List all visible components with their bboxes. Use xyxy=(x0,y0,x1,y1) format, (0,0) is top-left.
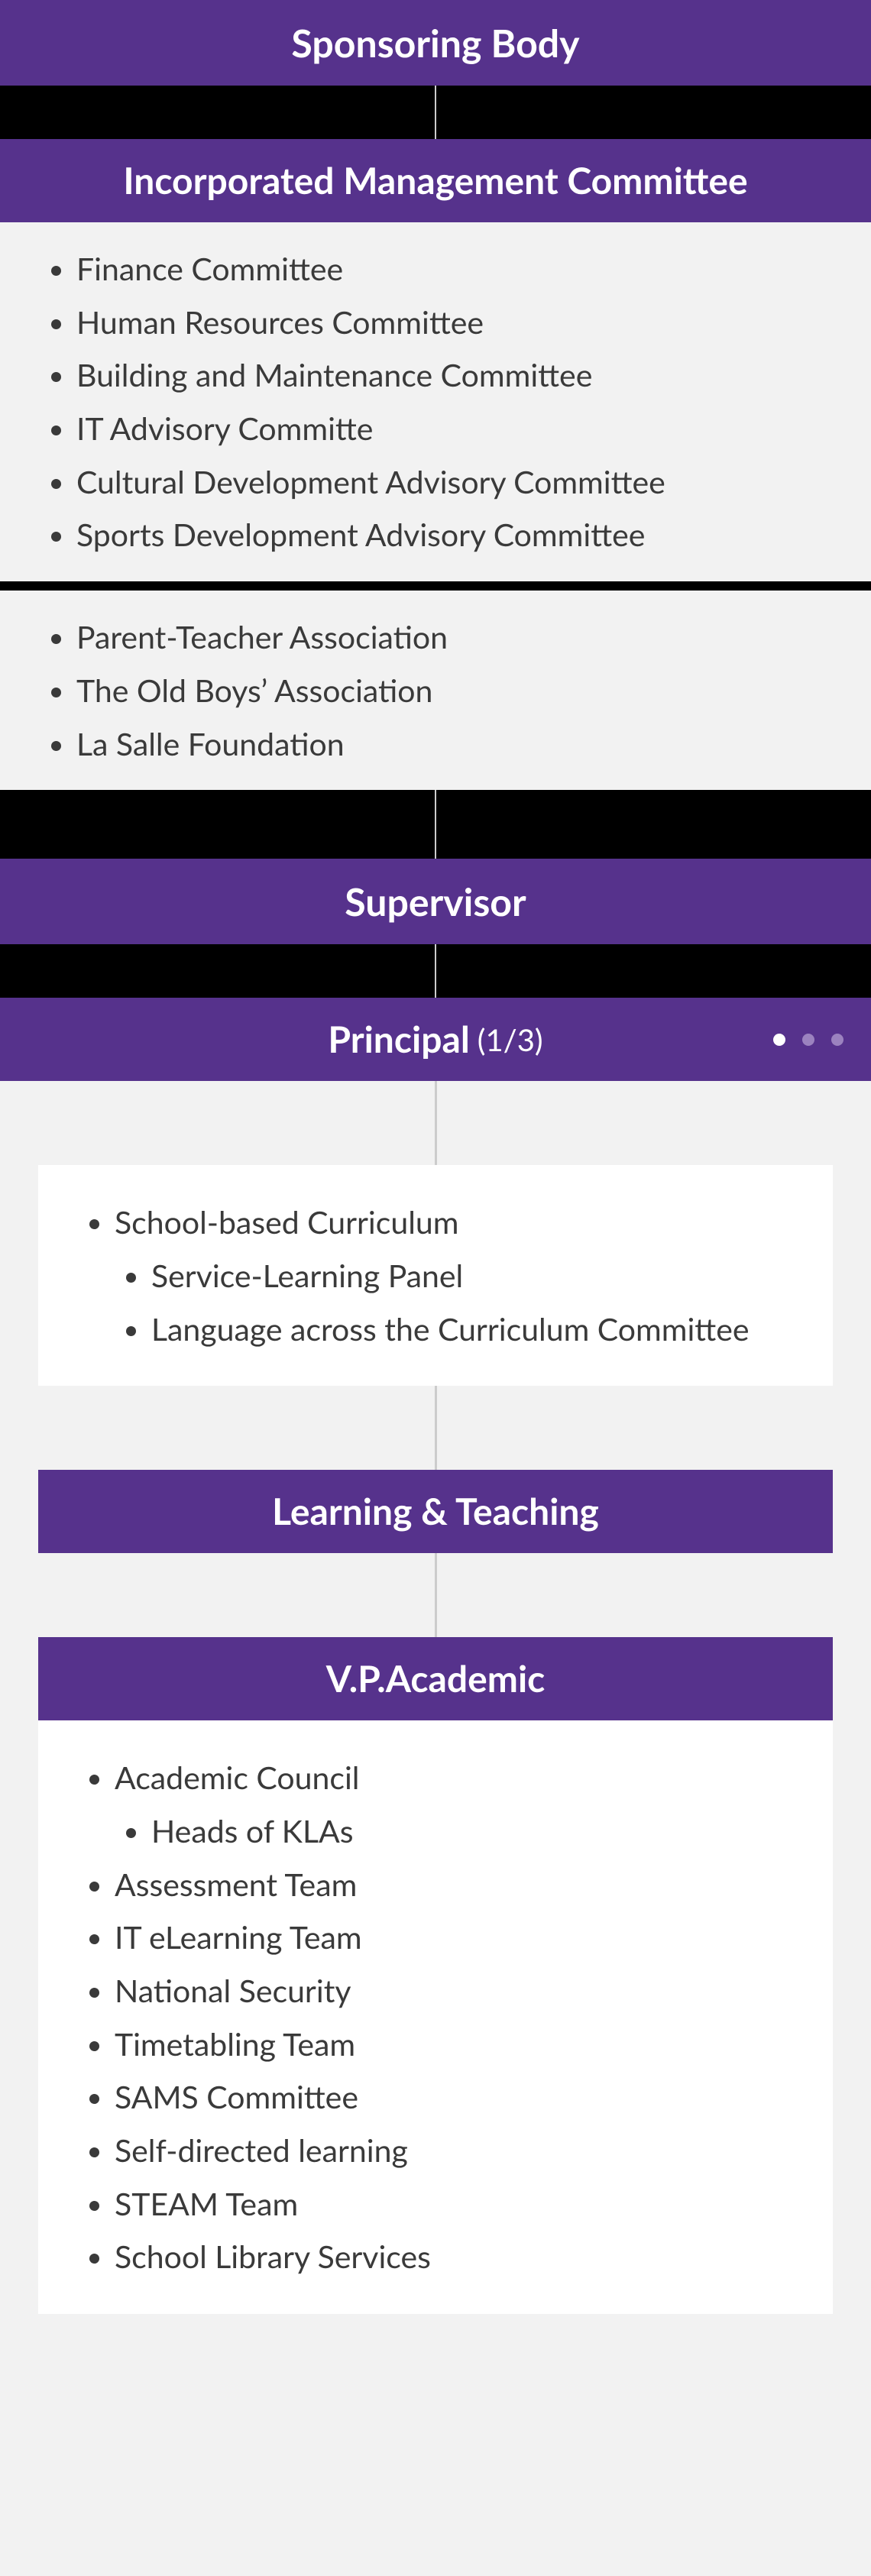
list-item: Assessment Team xyxy=(115,1858,810,1911)
connector xyxy=(0,944,871,998)
list-item: La Salle Foundation xyxy=(76,717,840,771)
list-item: National Security xyxy=(115,1964,810,2018)
imc-header: Incorporated Management Committee xyxy=(0,139,871,222)
imc-associations-box: Parent-Teacher AssociationThe Old Boys’ … xyxy=(0,591,871,790)
list-item: School-based CurriculumService-Learning … xyxy=(115,1196,810,1355)
list-item: Sports Development Advisory Committee xyxy=(76,508,840,561)
principal-header: Principal (1/3) xyxy=(0,998,871,1081)
list-item: School Library Services xyxy=(115,2230,810,2283)
principal-label: Principal xyxy=(328,1018,469,1061)
list-item: Academic CouncilHeads of KLAs xyxy=(115,1751,810,1857)
connector xyxy=(0,790,871,859)
list-item: Parent-Teacher Association xyxy=(76,610,840,664)
sponsoring-body-header: Sponsoring Body xyxy=(0,0,871,86)
pager-dot[interactable] xyxy=(802,1034,814,1046)
connector xyxy=(0,1081,871,1165)
pager-dot[interactable] xyxy=(773,1034,785,1046)
connector xyxy=(38,1553,833,1637)
list-item: Cultural Development Advisory Committee xyxy=(76,455,840,509)
list-item: STEAM Team xyxy=(115,2177,810,2231)
principal-section: School-based CurriculumService-Learning … xyxy=(0,1165,871,2360)
org-chart: Sponsoring Body Incorporated Management … xyxy=(0,0,871,2360)
list-item: The Old Boys’ Association xyxy=(76,664,840,717)
list-item: Human Resources Committee xyxy=(76,296,840,349)
list-item: Language across the Curriculum Committee xyxy=(151,1303,810,1356)
supervisor-header: Supervisor xyxy=(0,859,871,944)
learning-teaching-header: Learning & Teaching xyxy=(38,1470,833,1553)
list-item: Timetabling Team xyxy=(115,2018,810,2071)
principal-pager: (1/3) xyxy=(478,1021,543,1058)
divider xyxy=(0,581,871,591)
list-item: Building and Maintenance Committee xyxy=(76,348,840,402)
list-item: Self-directed learning xyxy=(115,2124,810,2177)
connector xyxy=(38,1386,833,1470)
connector xyxy=(0,86,871,139)
vp-academic-header: V.P.Academic xyxy=(38,1637,833,1720)
vp-academic-box: Academic CouncilHeads of KLAsAssessment … xyxy=(38,1720,833,2314)
imc-committees-box: Finance CommitteeHuman Resources Committ… xyxy=(0,222,871,581)
list-item: SAMS Committee xyxy=(115,2070,810,2124)
list-item: IT Advisory Committe xyxy=(76,402,840,455)
list-item: Service-Learning Panel xyxy=(151,1249,810,1303)
pager-dots[interactable] xyxy=(773,1034,843,1046)
list-item: IT eLearning Team xyxy=(115,1911,810,1964)
pager-dot[interactable] xyxy=(831,1034,843,1046)
list-item: Finance Committee xyxy=(76,242,840,296)
curriculum-box: School-based CurriculumService-Learning … xyxy=(38,1165,833,1386)
list-item: Heads of KLAs xyxy=(151,1804,810,1858)
